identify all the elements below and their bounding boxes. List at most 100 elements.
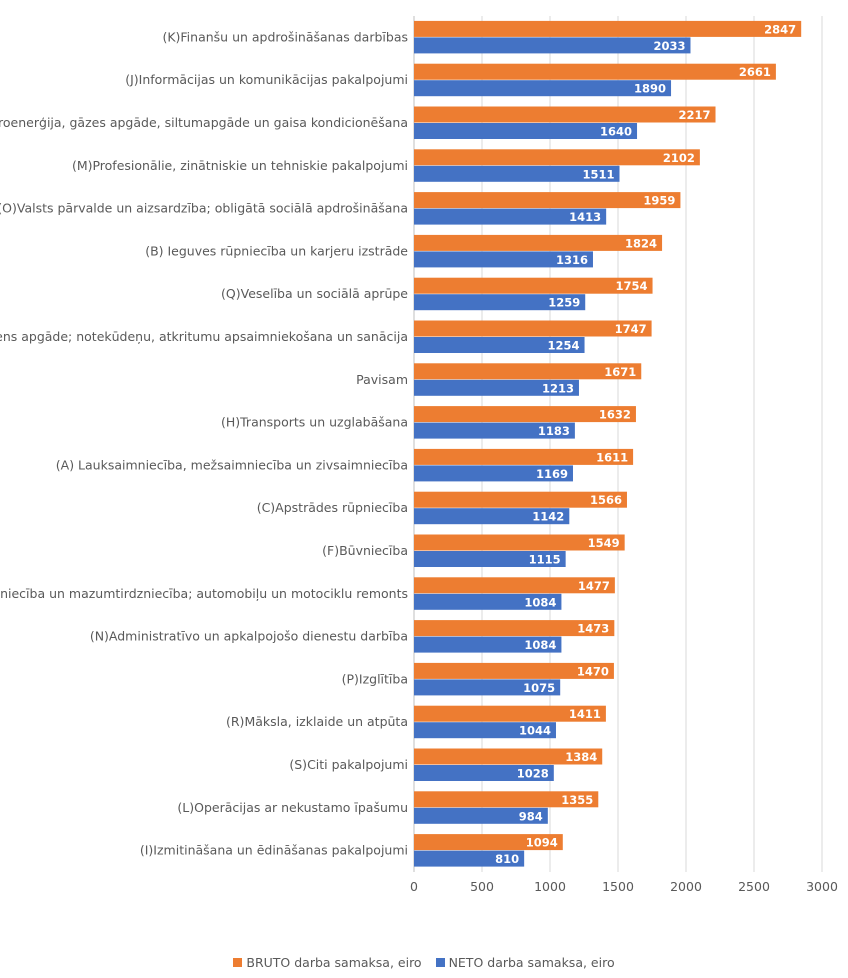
bar-bruto — [414, 149, 700, 166]
bar-neto — [414, 508, 570, 525]
bar-neto — [414, 807, 548, 824]
bar-neto — [414, 679, 561, 696]
bar-neto — [414, 337, 585, 353]
category-label: (N)Administratīvo un apkalpojošo dienest… — [90, 629, 408, 644]
bar-bruto — [414, 748, 603, 765]
bar-neto — [414, 37, 691, 54]
data-label: 2661 — [739, 65, 771, 79]
data-label: 1671 — [604, 365, 636, 379]
category-label: (B) Ieguves rūpniecība un karjeru izstrā… — [145, 243, 408, 258]
bar-bruto — [414, 277, 653, 294]
bar-bruto — [414, 320, 652, 337]
bar-neto — [414, 379, 579, 396]
legend-swatch-bruto — [233, 958, 243, 967]
category-label: Pavisam — [356, 372, 408, 387]
bar-neto — [414, 765, 554, 781]
bar-bruto — [414, 106, 716, 123]
x-tick-label: 1500 — [602, 879, 634, 894]
data-label: 1384 — [565, 750, 597, 764]
bar-bruto — [414, 406, 636, 423]
bar-neto — [414, 208, 607, 225]
legend: BRUTO darba samaksa, eiro NETO darba sam… — [0, 955, 848, 970]
gridlines — [413, 16, 823, 872]
bar-bruto — [414, 705, 606, 722]
category-label: (R)Māksla, izklaide un atpūta — [226, 714, 408, 729]
category-label: (P)Izglītība — [342, 671, 408, 686]
category-label: (D)Elektroenerģija, gāzes apgāde, siltum… — [0, 115, 408, 130]
bar-bruto — [414, 791, 599, 808]
bar-neto — [414, 593, 562, 610]
data-label: 1316 — [556, 253, 588, 267]
legend-item-bruto: BRUTO darba samaksa, eiro — [233, 955, 422, 970]
x-axis-ticks: 0 500 1000 1500 2000 2500 3000 — [410, 879, 838, 894]
data-label: 1169 — [536, 467, 568, 481]
data-label: 1115 — [529, 553, 561, 567]
bar-neto — [414, 465, 573, 482]
bar-neto — [414, 294, 586, 311]
category-label: (G)Vairumtirdzniecība un mazumtirdzniecī… — [0, 586, 408, 601]
data-label: 1094 — [526, 836, 558, 850]
category-labels: (K)Finanšu un apdrošināšanas darbības (J)… — [0, 29, 408, 857]
data-label: 1566 — [590, 493, 622, 507]
category-label: (H)Transports un uzglabāšana — [221, 415, 408, 430]
x-tick-label: 500 — [470, 879, 494, 894]
data-label: 1028 — [517, 767, 549, 781]
bar-bruto — [414, 577, 615, 594]
data-label: 1075 — [523, 681, 555, 695]
bar-bruto — [414, 534, 625, 551]
bar-neto — [414, 551, 566, 567]
x-tick-label: 3000 — [806, 879, 838, 894]
data-label: 984 — [519, 809, 543, 823]
bar-bruto — [414, 192, 681, 209]
category-label: (S)Citi pakalpojumi — [289, 757, 408, 772]
x-tick-label: 1000 — [534, 879, 566, 894]
data-label: 2847 — [764, 22, 796, 36]
bar-bruto — [414, 491, 627, 508]
bar-bruto — [414, 234, 663, 251]
x-tick-label: 0 — [410, 879, 418, 894]
category-label: (F)Būvniecība — [322, 543, 408, 558]
legend-item-neto: NETO darba samaksa, eiro — [435, 955, 615, 970]
x-tick-label: 2000 — [670, 879, 702, 894]
data-label: 1142 — [532, 510, 564, 524]
data-label: 1959 — [643, 194, 675, 208]
x-tick-label: 2500 — [738, 879, 770, 894]
bar-neto — [414, 422, 575, 439]
data-label: 1754 — [616, 279, 648, 293]
bar-bruto — [414, 20, 802, 37]
bar-bruto — [414, 834, 563, 851]
category-label: (I)Izmitināšana un ēdināšanas pakalpojum… — [140, 843, 408, 858]
bar-neto — [414, 165, 620, 182]
data-label: 1411 — [569, 707, 601, 721]
bars: 2847 2033 2661 1890 2217 1640 2102 1511 1959 1413… — [414, 20, 802, 867]
category-label: (O)Valsts pārvalde un aizsardzība; oblig… — [0, 201, 408, 216]
bar-neto — [414, 850, 525, 867]
bar-bruto — [414, 620, 615, 637]
category-label: (K)Finanšu un apdrošināšanas darbības — [162, 29, 408, 44]
category-label: (A) Lauksaimniecība, mežsaimniecība un z… — [56, 457, 408, 472]
data-label: 2217 — [678, 108, 710, 122]
data-label: 1084 — [524, 638, 556, 652]
legend-swatch-neto — [435, 958, 445, 967]
category-label: (M)Profesionālie, zinātniskie un tehnisk… — [72, 158, 408, 173]
data-label: 810 — [495, 852, 519, 866]
data-label: 1473 — [577, 622, 609, 636]
bar-neto — [414, 123, 638, 139]
data-label: 1477 — [578, 579, 610, 593]
data-label: 1890 — [634, 82, 666, 96]
data-label: 1259 — [548, 296, 580, 310]
data-label: 1084 — [524, 595, 556, 609]
data-label: 1511 — [582, 167, 614, 181]
bar-neto — [414, 80, 672, 97]
category-label: (E)Ūdens apgāde; notekūdeņu, atkritumu a… — [0, 329, 408, 344]
bar-bruto — [414, 363, 642, 380]
data-label: 1747 — [615, 322, 647, 336]
category-label: (L)Operācijas ar nekustamo īpašumu — [177, 800, 408, 815]
data-label: 1413 — [569, 210, 601, 224]
bar-chart: (K)Finanšu un apdrošināšanas darbības (J)… — [0, 16, 838, 894]
legend-label-neto: NETO darba samaksa, eiro — [448, 955, 615, 970]
data-label: 2102 — [663, 151, 695, 165]
data-label: 1355 — [561, 793, 593, 807]
data-label: 2033 — [653, 39, 685, 53]
category-label: (Q)Veselība un sociālā aprūpe — [221, 286, 408, 301]
